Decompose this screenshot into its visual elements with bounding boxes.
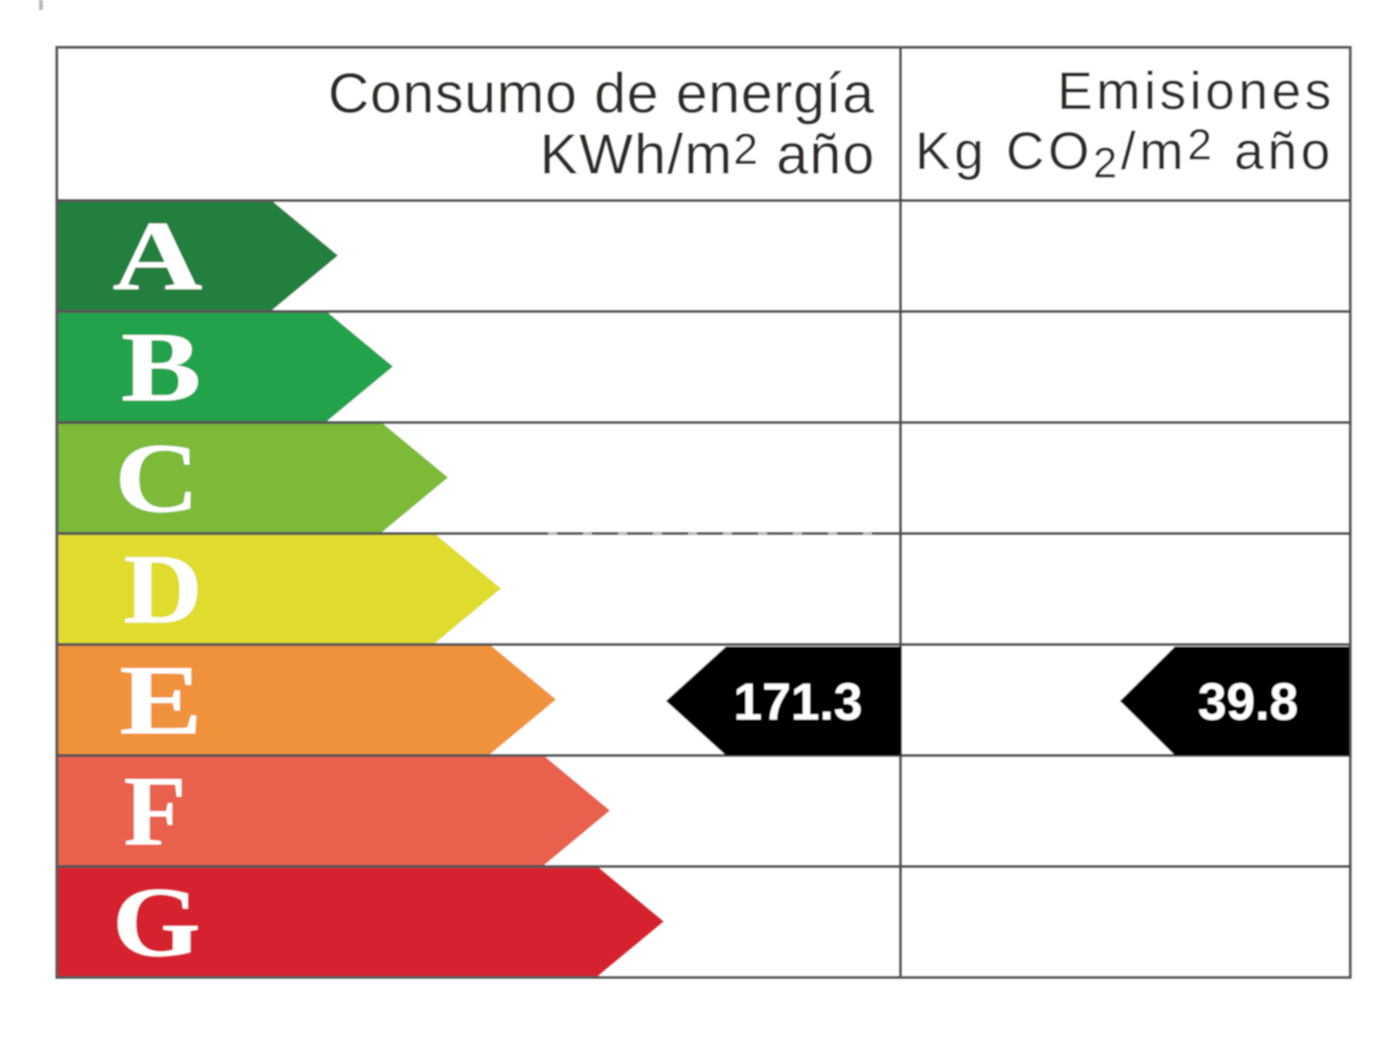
svg-text:Kg CO2/m2 año: Kg CO2/m2 año — [915, 121, 1334, 188]
svg-text:F: F — [124, 756, 187, 866]
svg-text:KWh/m2 año: KWh/m2 año — [540, 123, 876, 187]
svg-text:Consumo de energía: Consumo de energía — [328, 62, 875, 126]
svg-text:171.3: 171.3 — [734, 673, 863, 731]
svg-text:A: A — [112, 201, 202, 311]
svg-text:C: C — [114, 423, 199, 534]
svg-text:D: D — [123, 533, 202, 644]
svg-text:39.8: 39.8 — [1198, 673, 1298, 731]
svg-text:B: B — [121, 311, 201, 422]
svg-text:Emisiones: Emisiones — [1057, 62, 1335, 121]
svg-text:G: G — [112, 867, 201, 978]
svg-text:E: E — [119, 644, 203, 755]
